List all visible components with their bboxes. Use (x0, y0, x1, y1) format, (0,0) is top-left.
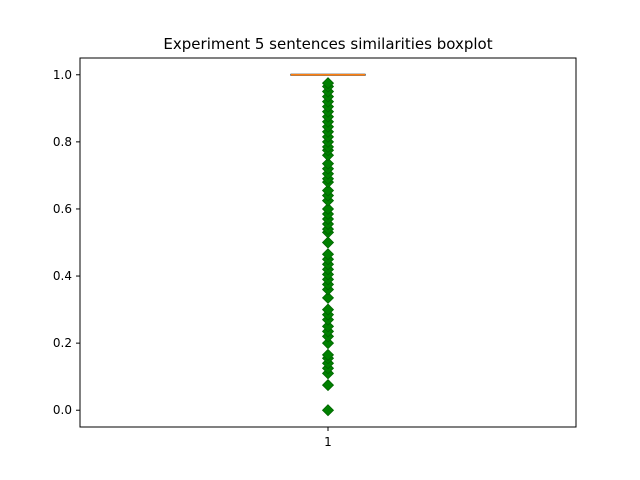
outlier-point (321, 291, 335, 304)
x-tick-label: 1 (324, 435, 332, 449)
outlier-point (321, 77, 335, 90)
y-tick-label: 0.0 (53, 403, 72, 417)
outlier-point (321, 236, 335, 249)
outlier-point (321, 202, 335, 216)
outlier-point (321, 157, 335, 170)
outlier-point (321, 404, 335, 417)
plot-area: 0.0 0.2 0.4 0.6 0.8 1.0 1 (53, 57, 577, 449)
outlier-point (321, 337, 335, 350)
outlier-point (321, 348, 335, 361)
y-tick-label: 0.2 (53, 336, 72, 350)
outlier-point (321, 184, 335, 197)
y-tick-label: 1.0 (53, 68, 72, 82)
y-tick-label: 0.4 (53, 269, 72, 283)
y-tick-label: 0.6 (53, 202, 72, 216)
outlier-point (321, 379, 335, 392)
chart-title: Experiment 5 sentences similarities boxp… (163, 35, 492, 53)
outlier-point (321, 303, 335, 316)
outlier-point (321, 248, 335, 261)
y-tick-label: 0.8 (53, 135, 72, 149)
outlier-point (321, 320, 335, 333)
